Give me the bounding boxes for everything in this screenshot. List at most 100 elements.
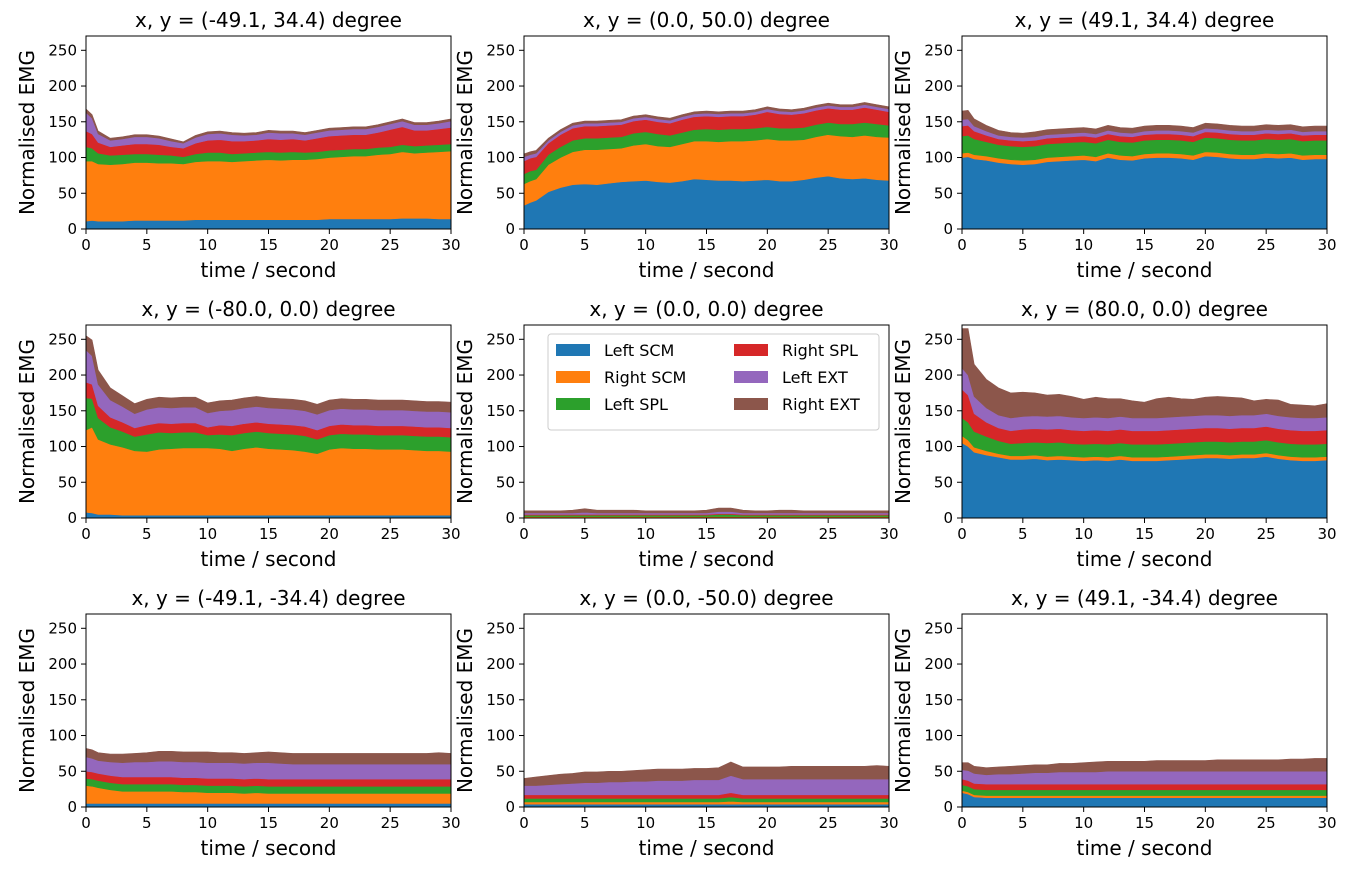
y-tick-label: 150 bbox=[48, 402, 77, 420]
x-tick-label: 20 bbox=[758, 814, 777, 832]
x-tick-label: 15 bbox=[1135, 236, 1154, 254]
y-tick-label: 150 bbox=[924, 113, 953, 131]
x-tick-label: 0 bbox=[81, 236, 91, 254]
y-tick-label: 200 bbox=[924, 655, 953, 673]
x-tick-label: 0 bbox=[957, 525, 967, 543]
y-tick-label: 250 bbox=[48, 619, 77, 637]
y-tick-label: 100 bbox=[924, 727, 953, 745]
y-tick-label: 150 bbox=[924, 691, 953, 709]
y-tick-label: 0 bbox=[505, 509, 515, 527]
legend-box bbox=[547, 333, 880, 431]
x-tick-label: 25 bbox=[1257, 814, 1276, 832]
x-tick-label: 25 bbox=[819, 814, 838, 832]
x-tick-label: 15 bbox=[697, 236, 716, 254]
x-tick-label: 10 bbox=[198, 525, 217, 543]
x-axis-label: time / second bbox=[201, 258, 337, 282]
stacked-areas bbox=[86, 335, 451, 518]
stacked-areas bbox=[524, 507, 889, 518]
legend: Left SCM Right SCM Left SPL Right SPL Left E… bbox=[547, 333, 880, 431]
x-tick-label: 0 bbox=[957, 814, 967, 832]
y-tick-label: 50 bbox=[58, 184, 77, 202]
x-tick-label: 10 bbox=[636, 525, 655, 543]
y-tick-label: 50 bbox=[934, 473, 953, 491]
y-tick-label: 100 bbox=[486, 149, 515, 167]
subplot-7: 0 5 10 15 20 25 30 0 50 100 150 200 250 x, y = (-49.1… bbox=[15, 586, 461, 860]
y-tick-label: 150 bbox=[486, 113, 515, 131]
x-tick-label: 20 bbox=[1196, 236, 1215, 254]
x-tick-label: 15 bbox=[259, 525, 278, 543]
y-tick-label: 0 bbox=[67, 220, 77, 238]
x-tick-label: 0 bbox=[81, 814, 91, 832]
x-tick-label: 20 bbox=[320, 236, 339, 254]
y-tick-label: 50 bbox=[496, 762, 515, 780]
y-tick-label: 100 bbox=[486, 727, 515, 745]
y-tick-label: 250 bbox=[924, 41, 953, 59]
area-right-ext bbox=[86, 108, 451, 144]
x-axis-label: time / second bbox=[201, 836, 337, 860]
x-axis-label: time / second bbox=[1077, 836, 1213, 860]
y-tick-label: 200 bbox=[486, 77, 515, 95]
legend-swatch bbox=[734, 371, 768, 383]
y-axis-label: Normalised EMG bbox=[15, 50, 39, 215]
y-tick-label: 50 bbox=[934, 184, 953, 202]
x-tick-label: 10 bbox=[1074, 814, 1093, 832]
area-right-ext bbox=[524, 507, 889, 514]
area-right-ext bbox=[962, 758, 1327, 776]
x-axis-label: time / second bbox=[1077, 547, 1213, 571]
subplot-title: x, y = (-49.1, -34.4) degree bbox=[131, 586, 405, 610]
y-tick-label: 200 bbox=[486, 655, 515, 673]
area-right-ext bbox=[524, 102, 889, 158]
y-axis-label: Normalised EMG bbox=[15, 339, 39, 504]
x-tick-label: 25 bbox=[1257, 525, 1276, 543]
x-tick-label: 5 bbox=[1018, 814, 1028, 832]
y-tick-label: 0 bbox=[67, 798, 77, 816]
stacked-areas bbox=[524, 102, 889, 229]
y-tick-label: 200 bbox=[924, 77, 953, 95]
x-tick-label: 5 bbox=[142, 236, 152, 254]
legend-entry: Left SPL bbox=[604, 395, 668, 414]
x-tick-label: 30 bbox=[879, 814, 898, 832]
y-axis-label: Normalised EMG bbox=[453, 50, 477, 215]
x-tick-label: 5 bbox=[142, 814, 152, 832]
subplot-title: x, y = (-80.0, 0.0) degree bbox=[141, 297, 395, 321]
subplot-title: x, y = (49.1, 34.4) degree bbox=[1015, 8, 1275, 32]
y-tick-label: 0 bbox=[505, 798, 515, 816]
y-tick-label: 250 bbox=[486, 330, 515, 348]
subplot-8: 0 5 10 15 20 25 30 0 50 100 150 200 250 x, y = (0.0, … bbox=[453, 586, 899, 860]
legend-entry: Right EXT bbox=[782, 395, 860, 414]
y-tick-label: 200 bbox=[486, 366, 515, 384]
y-tick-label: 200 bbox=[48, 655, 77, 673]
x-tick-label: 30 bbox=[1317, 236, 1336, 254]
x-tick-label: 20 bbox=[758, 236, 777, 254]
x-tick-label: 25 bbox=[819, 525, 838, 543]
x-tick-label: 5 bbox=[1018, 236, 1028, 254]
area-right-ext bbox=[86, 335, 451, 415]
y-tick-label: 250 bbox=[48, 41, 77, 59]
y-tick-label: 200 bbox=[924, 366, 953, 384]
legend-entry: Left EXT bbox=[782, 368, 848, 387]
x-tick-label: 25 bbox=[381, 236, 400, 254]
x-tick-label: 20 bbox=[758, 525, 777, 543]
x-tick-label: 5 bbox=[580, 525, 590, 543]
y-tick-label: 250 bbox=[486, 619, 515, 637]
subplot-title: x, y = (-49.1, 34.4) degree bbox=[135, 8, 402, 32]
subplot-6: 0 5 10 15 20 25 30 0 50 100 150 200 250 x, y = (80.0,… bbox=[891, 297, 1337, 571]
area-left-scm bbox=[962, 155, 1327, 229]
y-tick-label: 100 bbox=[924, 149, 953, 167]
y-tick-label: 0 bbox=[943, 509, 953, 527]
y-tick-label: 250 bbox=[924, 330, 953, 348]
x-tick-label: 10 bbox=[1074, 236, 1093, 254]
x-tick-label: 10 bbox=[636, 814, 655, 832]
y-tick-label: 150 bbox=[48, 113, 77, 131]
x-tick-label: 30 bbox=[879, 525, 898, 543]
x-tick-label: 25 bbox=[381, 814, 400, 832]
y-tick-label: 50 bbox=[496, 184, 515, 202]
x-tick-label: 30 bbox=[441, 814, 460, 832]
y-tick-label: 100 bbox=[48, 727, 77, 745]
legend-swatch bbox=[556, 371, 590, 383]
x-axis-label: time / second bbox=[639, 836, 775, 860]
subplot-5: 0 5 10 15 20 25 30 0 50 100 150 200 250 x, y = (0.0, … bbox=[453, 297, 899, 571]
x-tick-label: 25 bbox=[381, 525, 400, 543]
x-tick-label: 30 bbox=[441, 525, 460, 543]
